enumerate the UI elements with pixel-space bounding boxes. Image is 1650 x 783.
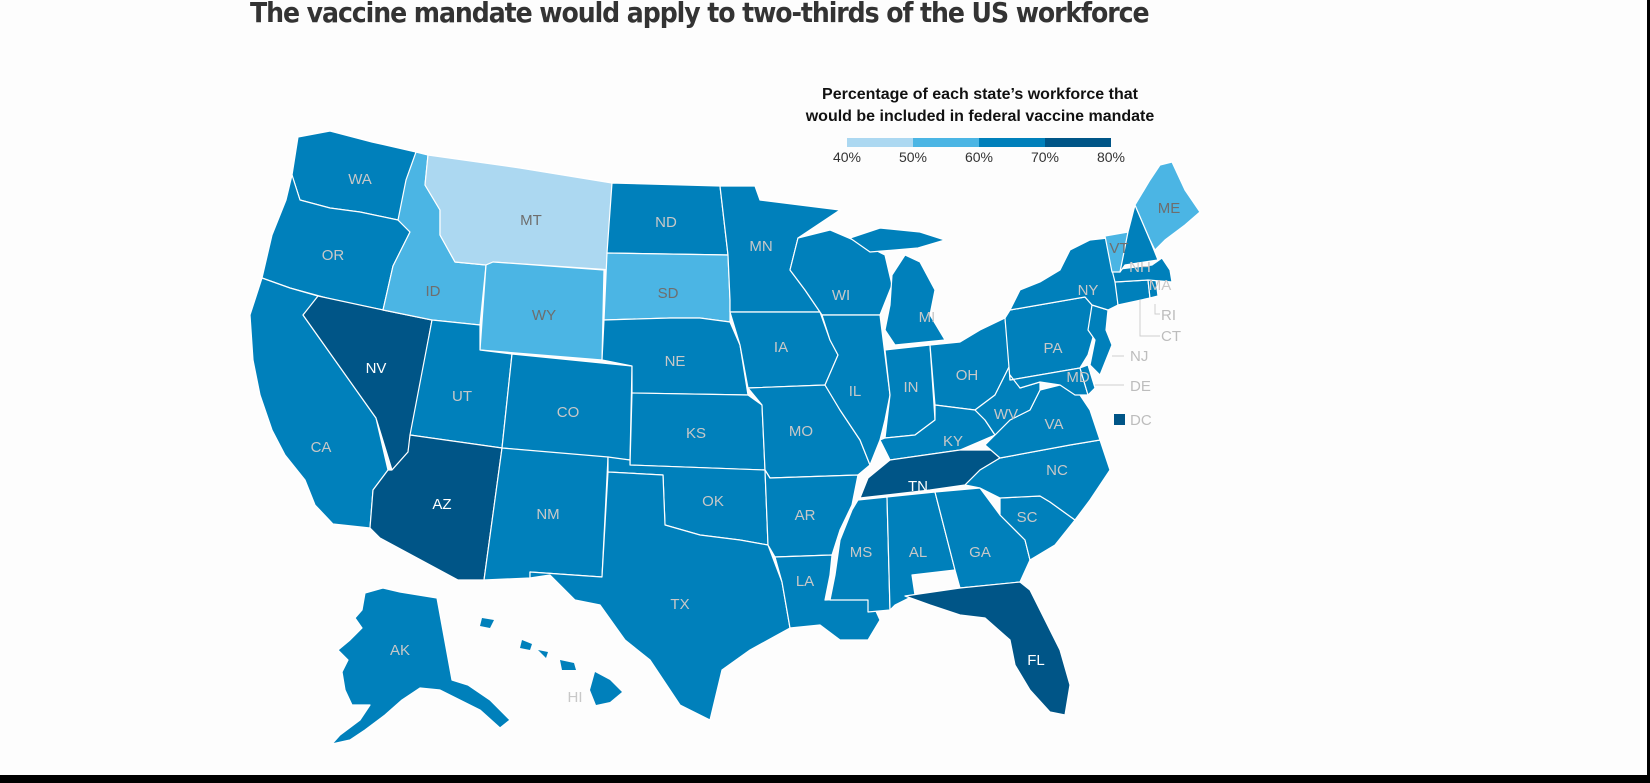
state-TX[interactable] (529, 471, 791, 721)
label-KY: KY (943, 433, 963, 450)
label-LA: LA (796, 573, 814, 590)
label-AR: AR (795, 507, 816, 524)
label-CT: CT (1161, 328, 1181, 345)
state-NE[interactable] (601, 317, 749, 396)
state-MI[interactable] (884, 254, 946, 346)
state-AR[interactable] (764, 469, 859, 558)
label-CO: CO (557, 404, 580, 421)
label-WA: WA (348, 171, 372, 188)
label-GA: GA (969, 544, 991, 561)
state-HI[interactable] (480, 618, 622, 705)
label-VA: VA (1045, 416, 1064, 433)
label-NH: NH (1129, 259, 1151, 276)
leader-ri (1154, 304, 1160, 315)
label-OH: OH (956, 367, 979, 384)
state-WY[interactable] (479, 261, 605, 361)
state-DE[interactable] (1079, 364, 1096, 396)
label-ND: ND (655, 214, 677, 231)
legend-tick-80: 80% (1096, 149, 1126, 165)
label-PA: PA (1044, 340, 1063, 357)
label-IA: IA (774, 339, 788, 356)
label-CA: CA (311, 439, 332, 456)
label-OK: OK (702, 493, 724, 510)
frame-edge-bottom (0, 775, 1650, 783)
label-NV: NV (366, 360, 387, 377)
label-SD: SD (658, 285, 679, 302)
label-MS: MS (850, 544, 873, 561)
label-MO: MO (789, 423, 813, 440)
label-HI: HI (568, 689, 583, 706)
label-NC: NC (1046, 462, 1068, 479)
label-ME: ME (1158, 200, 1181, 217)
label-KS: KS (686, 425, 706, 442)
label-IN: IN (904, 379, 919, 396)
label-DC: DC (1130, 412, 1152, 429)
state-NY[interactable] (1009, 237, 1119, 311)
label-MN: MN (749, 238, 772, 255)
legend-swatch-50-60 (913, 138, 979, 147)
legend-swatch-70-80 (1045, 138, 1111, 147)
label-FL: FL (1027, 652, 1045, 669)
dc-swatch (1114, 414, 1125, 425)
label-AL: AL (909, 544, 927, 561)
legend-tick-40: 40% (832, 149, 862, 165)
legend-tick-70: 70% (1030, 149, 1060, 165)
legend-swatch-60-70 (979, 138, 1045, 147)
state-CT[interactable] (1114, 279, 1151, 306)
label-UT: UT (452, 388, 472, 405)
legend: Percentage of each state’s workforce tha… (770, 84, 1190, 165)
label-NY: NY (1078, 282, 1099, 299)
state-AK[interactable] (331, 587, 511, 745)
label-MI: MI (919, 309, 936, 326)
frame-edge-right (1647, 0, 1650, 783)
state-ME[interactable] (1134, 161, 1201, 251)
chart-title: The vaccine mandate would apply to two-t… (250, 0, 1150, 29)
legend-tick-50: 50% (898, 149, 928, 165)
label-TN: TN (908, 478, 928, 495)
legend-ticks: 40% 50% 60% 70% 80% (833, 147, 1125, 165)
label-RI: RI (1161, 307, 1176, 324)
label-WY: WY (532, 307, 556, 324)
state-MI-upper[interactable] (849, 227, 946, 253)
label-IL: IL (849, 383, 862, 400)
label-AK: AK (390, 642, 410, 659)
label-MT: MT (520, 212, 542, 229)
label-OR: OR (322, 247, 345, 264)
state-MT[interactable] (424, 154, 613, 271)
legend-swatch-40-50 (847, 138, 913, 147)
label-MD: MD (1066, 369, 1089, 386)
state-WI[interactable] (789, 229, 893, 316)
legend-color-scale (847, 138, 1111, 147)
state-LA[interactable] (774, 554, 881, 641)
state-MA[interactable] (1111, 257, 1173, 283)
state-FL[interactable] (904, 581, 1071, 716)
label-VT: VT (1109, 240, 1128, 257)
legend-title-line-2: would be included in federal vaccine man… (805, 108, 1155, 125)
label-NM: NM (536, 506, 559, 523)
label-DE: DE (1130, 378, 1151, 395)
label-NJ: NJ (1130, 348, 1148, 365)
state-WV[interactable] (974, 364, 1041, 436)
state-NJ[interactable] (1087, 304, 1113, 376)
label-ID: ID (426, 283, 441, 300)
label-WV: WV (994, 406, 1018, 423)
label-TX: TX (670, 596, 689, 613)
label-NE: NE (665, 353, 686, 370)
legend-tick-60: 60% (964, 149, 994, 165)
leader-ct (1139, 300, 1160, 337)
label-SC: SC (1017, 509, 1038, 526)
label-WI: WI (832, 287, 850, 304)
label-AZ: AZ (432, 496, 451, 513)
label-MA: MA (1149, 277, 1172, 294)
legend-title-line-1: Percentage of each state’s workforce tha… (822, 86, 1138, 103)
